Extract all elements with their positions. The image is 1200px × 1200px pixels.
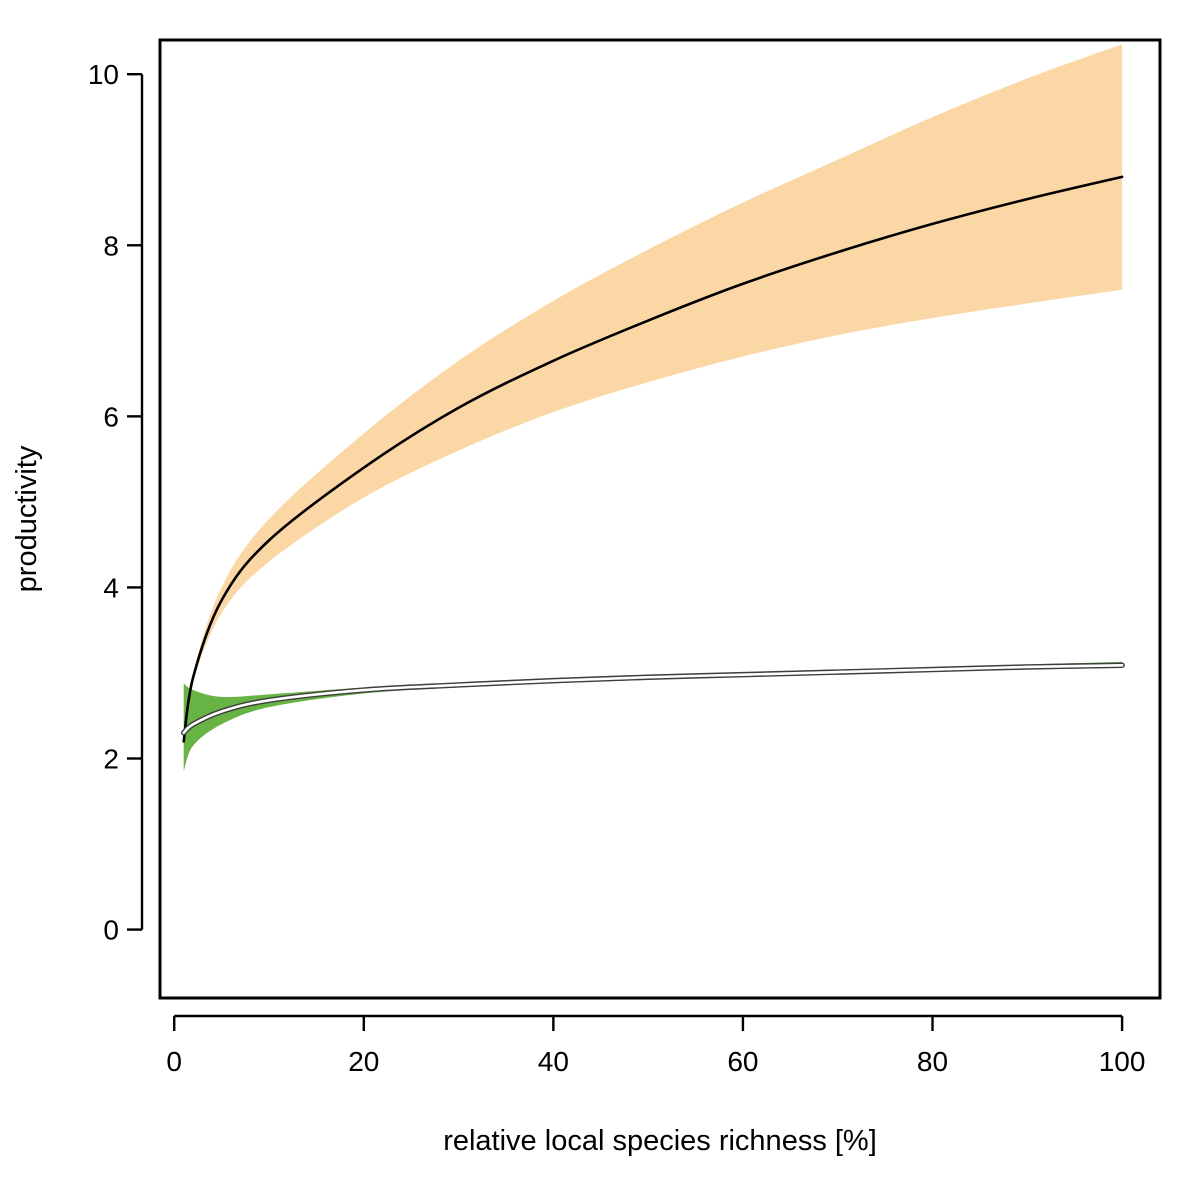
- x-tick-label: 20: [348, 1046, 379, 1077]
- y-tick-label: 0: [103, 915, 119, 946]
- y-tick-label: 8: [103, 230, 119, 261]
- x-tick-label: 60: [727, 1046, 758, 1077]
- series-1-confidence-band: [183, 44, 1123, 742]
- x-axis-title: relative local species richness [%]: [443, 1125, 877, 1157]
- axes: 0 20 40 60 80 100 0 2 4 6 8 10: [88, 59, 1146, 1077]
- plot-frame: [158, 38, 1162, 1000]
- plot-area: [180, 44, 1125, 772]
- y-tick-label: 4: [103, 572, 119, 603]
- series-2-line: [182, 663, 1124, 735]
- series-2-line-outline: [180, 662, 1125, 736]
- y-tick-label: 2: [103, 744, 119, 775]
- y-tick-label: 10: [88, 59, 119, 90]
- y-axis-title: productivity: [11, 445, 43, 592]
- y-tick-label: 6: [103, 401, 119, 432]
- x-tick-label: 40: [538, 1046, 569, 1077]
- x-tick-label: 0: [166, 1046, 182, 1077]
- x-tick-label: 80: [917, 1046, 948, 1077]
- x-tick-label: 100: [1099, 1046, 1146, 1077]
- series-1-line: [182, 175, 1124, 743]
